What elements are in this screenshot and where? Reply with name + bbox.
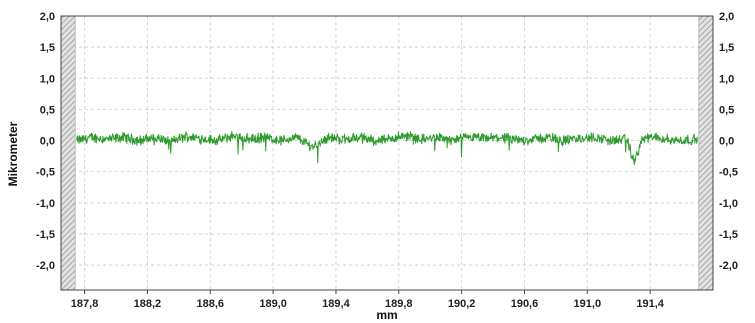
y-tick-label-right: 1,0 — [719, 73, 734, 85]
y-tick-label-right: 1,5 — [719, 42, 734, 54]
y-axis-left: 2,0 1,5 1,0 0,5 0,0 -0,5 -1,0 -1,5 -2,0 — [36, 11, 55, 272]
y-tick-label-left: -0,5 — [36, 167, 55, 179]
y-tick-label-right: -2,0 — [719, 260, 738, 272]
x-tick-label: 188,6 — [196, 298, 224, 310]
y-tick-label-right: 2,0 — [719, 11, 734, 23]
y-tick-label-left: 1,5 — [40, 42, 55, 54]
y-tick-label-right: 0,5 — [719, 104, 734, 116]
y-axis-right: 2,0 1,5 1,0 0,5 0,0 -0,5 -1,0 -1,5 -2,0 — [719, 11, 738, 272]
x-tick-label: 187,8 — [71, 298, 99, 310]
excluded-zone — [698, 15, 714, 291]
y-tick-label-left: -1,5 — [36, 229, 55, 241]
y-tick-label-left: 2,0 — [40, 11, 55, 23]
x-tick-label: 190,6 — [511, 298, 539, 310]
x-tick-label: 191,0 — [574, 298, 602, 310]
y-tick-label-left: -1,0 — [36, 198, 55, 210]
y-tick-label-left: 0,5 — [40, 104, 55, 116]
y-axis-title: Mikrometer — [6, 121, 20, 186]
excluded-zone — [60, 15, 76, 291]
y-tick-label-right: -1,0 — [719, 198, 738, 210]
plot-background — [61, 16, 713, 290]
y-tick-label-left: 1,0 — [40, 73, 55, 85]
x-tick-label: 188,2 — [134, 298, 162, 310]
plot-frame — [60, 15, 714, 291]
y-tick-label-left: -2,0 — [36, 260, 55, 272]
x-tick-label: 190,2 — [448, 298, 476, 310]
y-tick-label-right: -0,5 — [719, 167, 738, 179]
x-tick-label: 189,8 — [385, 298, 413, 310]
y-tick-label-right: -1,5 — [719, 229, 738, 241]
x-tick-label: 189,0 — [259, 298, 287, 310]
series-line — [76, 131, 698, 166]
x-tick-label: 189,4 — [322, 298, 350, 310]
y-tick-label-right: 0,0 — [719, 136, 734, 148]
y-tick-label-left: 0,0 — [40, 136, 55, 148]
x-tick-label: 191,4 — [636, 298, 664, 310]
x-axis-title: mm — [376, 308, 397, 322]
series-group — [76, 131, 698, 166]
x-axis: 187,8 188,2 188,6 189,0 189,4 189,8 190,2 190,6… — [71, 290, 665, 310]
